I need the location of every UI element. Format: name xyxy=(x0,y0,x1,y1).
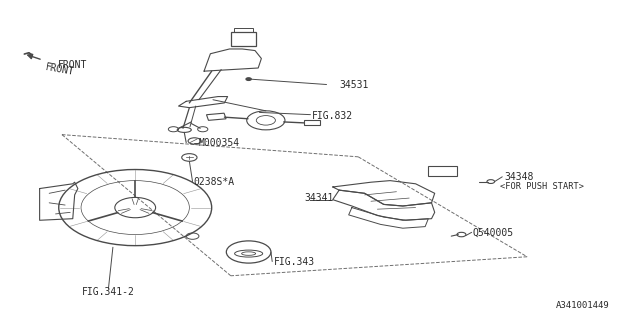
Text: Q540005: Q540005 xyxy=(473,228,514,238)
Text: 34531: 34531 xyxy=(339,80,369,91)
Text: FRONT: FRONT xyxy=(58,60,87,70)
Text: A341001449: A341001449 xyxy=(556,301,610,310)
Bar xyxy=(428,166,457,176)
Bar xyxy=(304,120,320,125)
Text: 34348: 34348 xyxy=(505,172,534,182)
Text: FIG.832: FIG.832 xyxy=(312,111,353,121)
Text: <FOR PUSH START>: <FOR PUSH START> xyxy=(500,182,584,191)
Circle shape xyxy=(246,78,251,80)
Bar xyxy=(207,113,226,120)
Text: FRONT: FRONT xyxy=(45,62,76,77)
Text: M000354: M000354 xyxy=(199,138,240,148)
Text: 34341: 34341 xyxy=(305,193,334,203)
Text: 0238S*A: 0238S*A xyxy=(194,177,235,187)
Text: FIG.341-2: FIG.341-2 xyxy=(82,287,135,297)
Bar xyxy=(231,32,256,46)
Text: FIG.343: FIG.343 xyxy=(274,257,316,267)
Bar xyxy=(234,28,253,32)
